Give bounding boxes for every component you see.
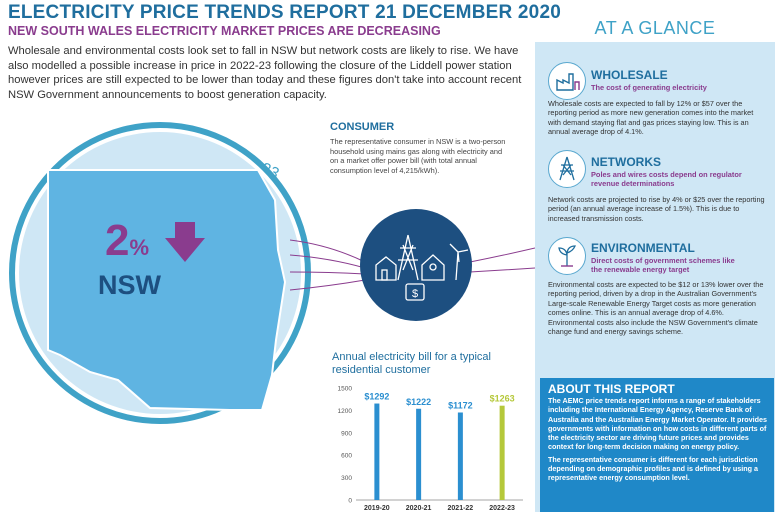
bar-2020-21	[416, 408, 422, 500]
connector-lines	[290, 239, 535, 291]
connector-graphic: $	[290, 209, 535, 321]
networks-body: Network costs are projected to rise by 4…	[548, 195, 765, 223]
at-a-glance-heading: AT A GLANCE	[594, 18, 716, 38]
wholesale-body: Wholesale costs are expected to fall by …	[548, 99, 754, 137]
wholesale-icon-badge	[548, 62, 586, 100]
x-tick-label: 2021-22	[448, 505, 474, 512]
environmental-heading: ENVIRONMENTAL	[591, 241, 695, 255]
pylon-icon	[559, 156, 575, 181]
wholesale-heading: WHOLESALE	[591, 68, 668, 82]
y-tick-label: 1200	[338, 408, 353, 415]
house-icon	[375, 256, 397, 281]
bar-2019-20	[374, 403, 380, 500]
bar-2022-23	[499, 405, 505, 500]
report-subtitle: NEW SOUTH WALES ELECTRICITY MARKET PRICE…	[8, 24, 441, 38]
environmental-sub: Direct costs of government schemes like …	[591, 256, 735, 274]
chart-title: Annual electricity bill for a typical re…	[332, 351, 491, 376]
environmental-icon-badge	[548, 237, 586, 275]
networks-sub: Poles and wires costs depend on regulato…	[591, 170, 742, 188]
x-tick-label: 2019-20	[364, 505, 390, 512]
bar-value-label: $1172	[448, 400, 473, 410]
bar-value-label: $1263	[490, 394, 515, 404]
consumer-heading: CONSUMER	[330, 121, 395, 133]
y-tick-label: 900	[341, 430, 352, 437]
about-heading: ABOUT THIS REPORT	[548, 382, 675, 396]
environmental-body: Environmental costs are expected to be $…	[548, 280, 764, 337]
networks-icon-badge	[548, 150, 586, 188]
about-paragraph-2: The representative consumer is different…	[548, 454, 759, 483]
x-tick-label: 2020-21	[406, 505, 432, 512]
bar-value-label: $1222	[406, 397, 431, 407]
nsw-state-shape	[47, 169, 287, 411]
intro-paragraph: Wholesale and environmental costs look s…	[8, 45, 522, 101]
about-paragraph-1: The AEMC price trends report informs a r…	[548, 396, 768, 452]
x-tick-label: 2022-23	[489, 505, 515, 512]
about-panel	[540, 378, 774, 512]
bar-2021-22	[457, 412, 463, 500]
dollar-icon	[405, 283, 425, 301]
bill-bar-chart: 0 300 600 900 1200 1500 $1292 2019-20 $1222 2020-…	[338, 386, 523, 512]
consumer-text: The representative consumer in NSW is a …	[330, 137, 506, 175]
bar-value-label: $1292	[364, 392, 389, 402]
dollar-sign: $	[412, 288, 418, 300]
factory-icon	[556, 73, 580, 91]
y-tick-label: 1500	[338, 386, 353, 393]
state-label: NSW	[98, 270, 162, 300]
wholesale-sub: The cost of generating electricity	[591, 83, 707, 92]
percent-number: 2%	[105, 216, 149, 265]
wind-turbine-icon	[449, 243, 469, 281]
y-tick-label: 0	[348, 498, 352, 505]
home-user-icon	[421, 254, 445, 281]
household-circle	[360, 209, 472, 321]
about-text: The AEMC price trends report informs a r…	[548, 396, 770, 483]
y-tick-label: 600	[341, 453, 352, 460]
report-title: ELECTRICITY PRICE TRENDS REPORT 21 DECEM…	[8, 2, 561, 23]
pylon-icon	[397, 234, 419, 281]
y-tick-label: 300	[341, 475, 352, 482]
nsw-map-graphic: Market offer prices estimated to fall FY…	[9, 122, 311, 424]
down-arrow-icon	[165, 222, 205, 262]
networks-heading: NETWORKS	[591, 155, 661, 169]
plant-icon	[558, 245, 576, 267]
